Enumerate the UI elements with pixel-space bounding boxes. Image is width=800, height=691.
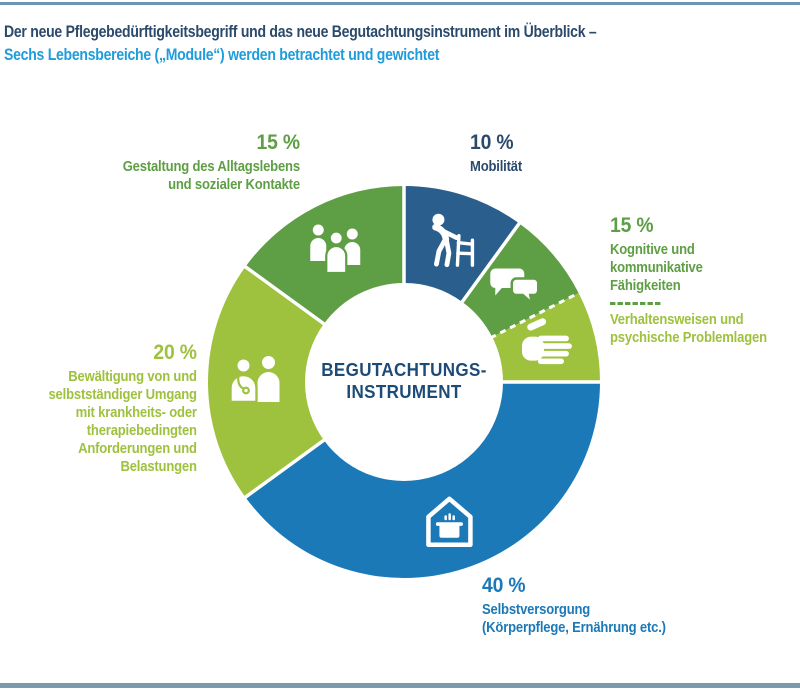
slice-divider: [243, 437, 327, 500]
percent-value: 10 %: [470, 130, 514, 154]
percent-value: 40 %: [482, 573, 526, 597]
callout-selbstversorgung: 40 % Selbstversorgung (Körperpflege, Ern…: [482, 574, 666, 637]
callout-mobilitaet: 10 % Mobilität: [470, 131, 522, 176]
dashed-separator: [610, 301, 661, 305]
donut-center-label: BEGUTACHTUNGS- INSTRUMENT: [321, 359, 487, 402]
percent-value: 20 %: [153, 340, 198, 364]
donut-slice-selbstversorgung: [245, 382, 600, 578]
bottom-rule: [0, 683, 800, 688]
callout-text: Verhaltensweisen und psychische Probleml…: [610, 311, 767, 347]
slice-divider: [489, 291, 581, 340]
top-rule: [0, 2, 800, 5]
callout-text: Mobilität: [470, 158, 523, 175]
title-line-1: Der neue Pflegebedürftigkeitsbegriff und…: [4, 23, 597, 41]
slice-divider: [243, 264, 327, 327]
callout-text: Bewältigung von und selbstständiger Umga…: [48, 368, 198, 476]
slice-divider: [459, 221, 522, 305]
callout-text: Gestaltung des Alltagslebens und soziale…: [122, 158, 300, 193]
percent-value: 15 %: [256, 130, 301, 154]
callout-text: Selbstversorgung (Körperpflege, Ernährun…: [482, 601, 666, 636]
percent-value: 15 %: [610, 213, 654, 237]
callout-kognitive: 15 % Kognitive und kommunikative Fähigke…: [610, 214, 781, 347]
callout-gestaltung: 15 % Gestaltung des Alltagslebens und so…: [123, 131, 300, 194]
title-line-2: Sechs Lebensbereiche („Module“) werden b…: [4, 45, 440, 64]
page-title: Der neue Pflegebedürftigkeitsbegriff und…: [4, 21, 597, 67]
callout-text: Kognitive und kommunikative Fähigkeiten: [610, 241, 703, 294]
slice-dividers: [243, 185, 601, 500]
callout-bewaeltigung: 20 % Bewältigung von und selbstständiger…: [48, 340, 198, 476]
